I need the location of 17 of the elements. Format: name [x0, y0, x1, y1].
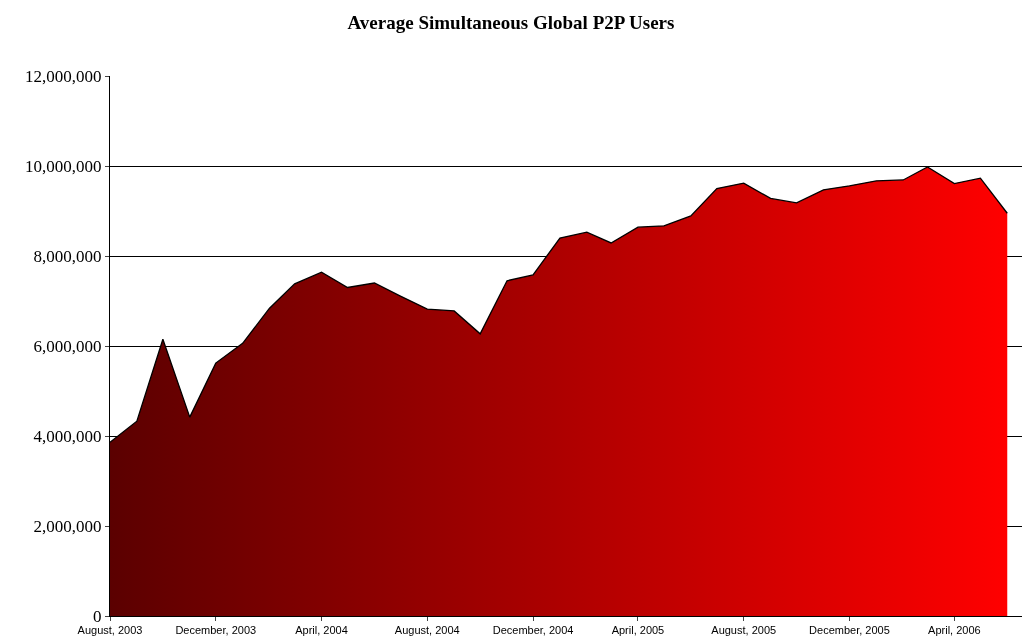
x-tick-label: April, 2006: [928, 624, 981, 637]
chart-title: Average Simultaneous Global P2P Users: [347, 12, 675, 34]
y-tick-label: 10,000,000: [25, 156, 102, 176]
x-tick-label: April, 2005: [611, 624, 665, 637]
y-tick-label: 2,000,000: [33, 516, 102, 536]
y-tick-label: 12,000,000: [25, 66, 102, 86]
y-tick-label: 0: [93, 606, 102, 626]
x-tick-label: August, 2003: [77, 624, 143, 637]
y-tick-label: 4,000,000: [33, 426, 102, 446]
x-tick-label: December, 2004: [492, 624, 574, 637]
x-tick-label: April, 2004: [295, 624, 348, 637]
y-tick-label: 6,000,000: [33, 336, 102, 356]
x-tick-label: December, 2005: [809, 624, 890, 637]
x-tick-label: August, 2005: [711, 624, 777, 637]
y-tick-label: 8,000,000: [33, 246, 102, 266]
x-tick-label: August, 2004: [394, 624, 460, 637]
x-tick-label: December, 2003: [175, 624, 257, 637]
